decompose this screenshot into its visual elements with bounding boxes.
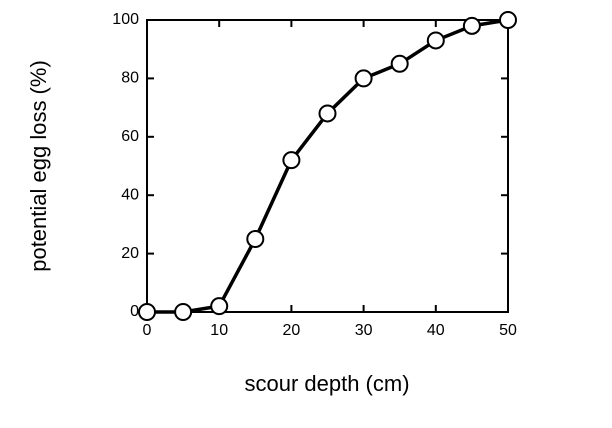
- data-point: [318, 104, 337, 123]
- x-tick-label: 40: [427, 322, 445, 339]
- data-point: [390, 54, 409, 73]
- x-axis-label: scour depth (cm): [244, 371, 409, 396]
- data-point: [426, 31, 445, 50]
- x-tick-label: 0: [143, 322, 152, 339]
- data-point: [282, 151, 301, 170]
- data-point: [462, 16, 481, 35]
- y-axis-label: potential egg loss (%): [26, 60, 51, 272]
- x-tick-label: 30: [355, 322, 373, 339]
- data-point: [210, 297, 229, 316]
- data-line: [147, 18, 509, 314]
- y-tick-label: 100: [112, 11, 139, 28]
- x-tick-label: 10: [210, 322, 228, 339]
- data-point: [138, 303, 156, 321]
- data-point: [354, 69, 373, 88]
- data-point: [174, 303, 193, 321]
- x-tick-label: 20: [283, 322, 301, 339]
- data-point: [499, 11, 517, 29]
- y-tick-label: 60: [121, 128, 139, 145]
- y-tick-label: 40: [121, 186, 139, 203]
- y-tick-label: 0: [130, 303, 139, 320]
- y-tick-label: 80: [121, 70, 139, 87]
- y-tick-label: 20: [121, 245, 139, 262]
- x-tick-label: 50: [499, 322, 517, 339]
- plot-frame: [146, 19, 509, 313]
- data-point: [246, 230, 265, 248]
